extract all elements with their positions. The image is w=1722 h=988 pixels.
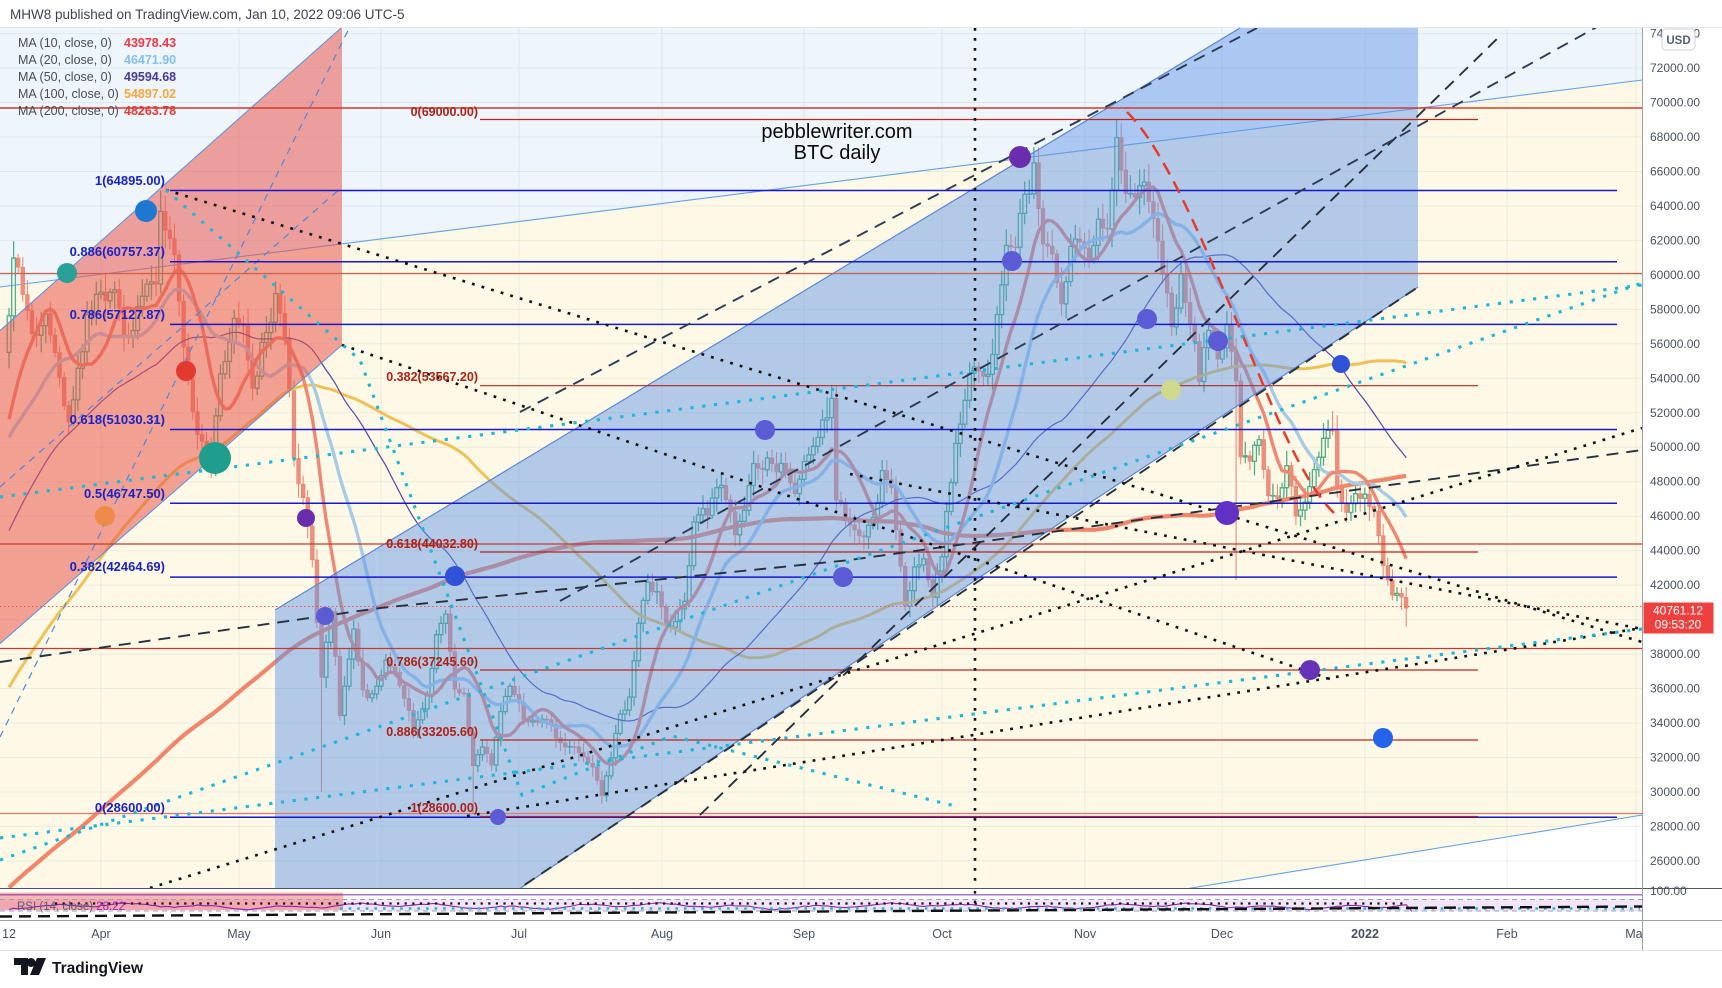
svg-text:Apr: Apr <box>91 927 110 941</box>
svg-text:MA (20, close, 0): MA (20, close, 0) <box>18 53 112 67</box>
svg-text:62000.00: 62000.00 <box>1650 233 1700 247</box>
svg-text:Jun: Jun <box>371 927 391 941</box>
svg-text:RSI (14, close) 28.22: RSI (14, close) 28.22 <box>17 901 125 913</box>
svg-text:60000.00: 60000.00 <box>1650 268 1700 282</box>
svg-text:0(69000.00): 0(69000.00) <box>411 105 478 119</box>
svg-text:0.5(46747.50): 0.5(46747.50) <box>84 486 165 501</box>
svg-text:Aug: Aug <box>651 927 673 941</box>
svg-text:54000.00: 54000.00 <box>1650 371 1700 385</box>
svg-text:0.786(57127.87): 0.786(57127.87) <box>70 307 165 322</box>
svg-text:USD: USD <box>1666 35 1690 47</box>
svg-text:43978.43: 43978.43 <box>124 36 176 50</box>
svg-text:0.618(44032.80): 0.618(44032.80) <box>386 537 478 551</box>
svg-text:Mar: Mar <box>1625 927 1647 941</box>
svg-text:Feb: Feb <box>1496 927 1518 941</box>
svg-text:0.886(33205.60): 0.886(33205.60) <box>386 725 478 739</box>
svg-text:0.382(53567.20): 0.382(53567.20) <box>386 370 478 384</box>
svg-text:38000.00: 38000.00 <box>1650 647 1700 661</box>
svg-text:Dec: Dec <box>1211 927 1233 941</box>
svg-text:Jul: Jul <box>511 927 527 941</box>
svg-text:0.786(37245.60): 0.786(37245.60) <box>386 655 478 669</box>
svg-text:32000.00: 32000.00 <box>1650 751 1700 765</box>
svg-text:0(28600.00): 0(28600.00) <box>95 800 165 815</box>
svg-text:48000.00: 48000.00 <box>1650 475 1700 489</box>
svg-text:40761.12: 40761.12 <box>1653 604 1703 618</box>
svg-text:34000.00: 34000.00 <box>1650 716 1700 730</box>
svg-text:50000.00: 50000.00 <box>1650 440 1700 454</box>
svg-text:54897.02: 54897.02 <box>124 87 176 101</box>
svg-text:Nov: Nov <box>1074 927 1097 941</box>
svg-text:May: May <box>227 927 251 941</box>
svg-text:MA (100, close, 0): MA (100, close, 0) <box>18 87 119 101</box>
svg-text:52000.00: 52000.00 <box>1650 406 1700 420</box>
svg-text:56000.00: 56000.00 <box>1650 337 1700 351</box>
svg-text:72000.00: 72000.00 <box>1650 61 1700 75</box>
svg-text:49594.68: 49594.68 <box>124 70 176 84</box>
svg-text:46000.00: 46000.00 <box>1650 509 1700 523</box>
svg-text:70000.00: 70000.00 <box>1650 96 1700 110</box>
svg-text:100.00: 100.00 <box>1650 884 1687 898</box>
svg-text:MHW8 published on TradingView.: MHW8 published on TradingView.com, Jan 1… <box>10 7 404 22</box>
svg-text:44000.00: 44000.00 <box>1650 544 1700 558</box>
svg-text:28000.00: 28000.00 <box>1650 819 1700 833</box>
svg-text:1(28600.00): 1(28600.00) <box>411 801 478 815</box>
svg-text:TradingView: TradingView <box>52 960 144 977</box>
svg-text:MA (10, close, 0): MA (10, close, 0) <box>18 36 112 50</box>
svg-text:64000.00: 64000.00 <box>1650 199 1700 213</box>
svg-text:2022: 2022 <box>1351 927 1379 941</box>
svg-text:0.382(42464.69): 0.382(42464.69) <box>70 559 165 574</box>
svg-text:30000.00: 30000.00 <box>1650 785 1700 799</box>
svg-text:MA (50, close, 0): MA (50, close, 0) <box>18 70 112 84</box>
svg-text:09:53:20: 09:53:20 <box>1655 618 1702 632</box>
svg-text:MA (200, close, 0): MA (200, close, 0) <box>18 104 119 118</box>
svg-text:26000.00: 26000.00 <box>1650 854 1700 868</box>
svg-text:Oct: Oct <box>932 927 952 941</box>
svg-text:12: 12 <box>2 927 16 941</box>
svg-text:0.618(51030.31): 0.618(51030.31) <box>70 412 165 427</box>
svg-text:BTC daily: BTC daily <box>794 142 881 164</box>
svg-text:Sep: Sep <box>793 927 815 941</box>
svg-text:68000.00: 68000.00 <box>1650 130 1700 144</box>
svg-text:42000.00: 42000.00 <box>1650 578 1700 592</box>
svg-text:1(64895.00): 1(64895.00) <box>95 173 165 188</box>
svg-text:0.886(60757.37): 0.886(60757.37) <box>70 244 165 259</box>
svg-text:48263.78: 48263.78 <box>124 104 176 118</box>
svg-text:36000.00: 36000.00 <box>1650 682 1700 696</box>
svg-text:66000.00: 66000.00 <box>1650 165 1700 179</box>
svg-text:pebblewriter.com: pebblewriter.com <box>761 121 912 143</box>
svg-text:46471.90: 46471.90 <box>124 53 176 67</box>
svg-text:58000.00: 58000.00 <box>1650 302 1700 316</box>
